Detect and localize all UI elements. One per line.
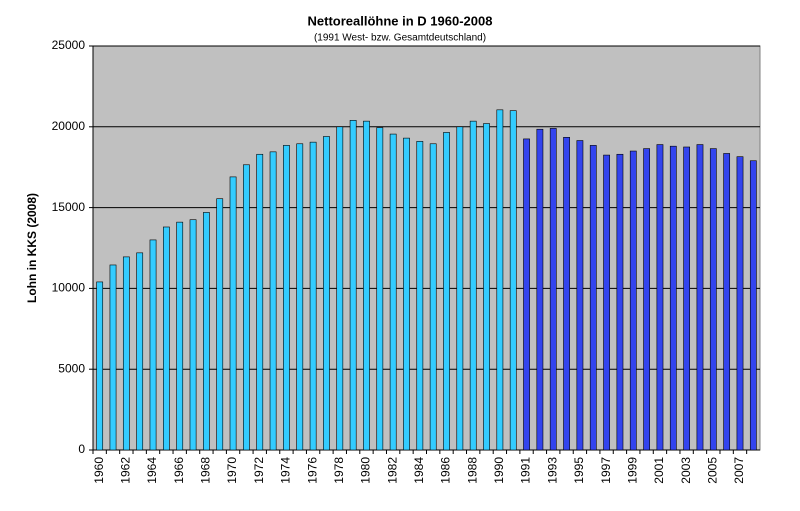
- x-tick-label: 1974: [279, 457, 293, 484]
- bar: [403, 137, 410, 451]
- x-tick-label: 2005: [705, 457, 719, 484]
- x-tick-label: 1966: [172, 457, 186, 484]
- bar: [469, 120, 477, 451]
- bar: [323, 136, 330, 451]
- bar: [309, 141, 317, 451]
- bar: [669, 145, 677, 451]
- x-tick-label: 1962: [119, 457, 133, 484]
- bar: [749, 160, 757, 451]
- x-tick-label: 1986: [439, 457, 453, 484]
- x-tick-label: 1997: [599, 457, 613, 484]
- y-tick-label: 15000: [52, 200, 86, 214]
- bar: [523, 138, 530, 451]
- y-tick-label: 0: [78, 442, 85, 456]
- bar: [656, 144, 664, 451]
- bar: [576, 140, 584, 451]
- bar: [296, 143, 304, 451]
- bar: [176, 221, 184, 451]
- x-tick-label: 1982: [385, 457, 399, 484]
- bar: [203, 212, 210, 451]
- bar: [603, 154, 610, 451]
- bar: [563, 137, 570, 451]
- bar: [229, 176, 237, 451]
- x-tick-label: 1976: [305, 457, 319, 484]
- x-tick-label: 1991: [519, 457, 533, 484]
- chart-title: Nettoreallöhne in D 1960-2008: [308, 13, 493, 28]
- bar: [269, 151, 277, 451]
- y-axis-label: Lohn in KKS (2008): [25, 193, 39, 303]
- y-tick-label: 5000: [58, 361, 85, 375]
- x-tick-label: 1972: [252, 457, 266, 484]
- bar: [723, 153, 731, 451]
- y-tick-label: 25000: [52, 38, 86, 52]
- bar: [629, 150, 637, 451]
- x-tick-label: 1964: [145, 457, 159, 484]
- x-tick-label: 1999: [625, 457, 639, 484]
- x-tick-label: 1984: [412, 457, 426, 484]
- bar: [536, 128, 544, 451]
- bar: [243, 164, 250, 451]
- bar: [96, 281, 104, 451]
- bar: [389, 133, 397, 451]
- bar: [136, 252, 144, 451]
- bar: [483, 123, 490, 451]
- bar: [643, 148, 650, 451]
- x-tick-label: 1993: [545, 457, 559, 484]
- bar: [149, 239, 157, 451]
- x-tick-label: 2003: [679, 457, 693, 484]
- bar: [416, 141, 424, 451]
- bar: [456, 126, 464, 451]
- bar: [336, 126, 344, 451]
- bar: [216, 198, 224, 451]
- bar: [109, 264, 117, 451]
- bar: [189, 219, 197, 451]
- x-tick-label: 1978: [332, 457, 346, 484]
- bar: [589, 145, 597, 451]
- bar: [496, 109, 504, 451]
- bar: [349, 120, 357, 451]
- bar: [616, 153, 624, 451]
- bar: [122, 256, 130, 451]
- x-tick-label: 2007: [732, 457, 746, 484]
- x-tick-label: 1988: [465, 457, 479, 484]
- x-tick-label: 1980: [359, 457, 373, 484]
- bar: [683, 146, 690, 451]
- chart-subtitle: (1991 West- bzw. Gesamtdeutschland): [314, 33, 486, 44]
- bar: [256, 153, 264, 451]
- bar: [443, 132, 450, 451]
- bar: [363, 120, 370, 451]
- bar: [696, 144, 704, 451]
- bar: [549, 128, 557, 451]
- x-tick-label: 1990: [492, 457, 506, 484]
- bar: [709, 148, 717, 451]
- x-tick-label: 1960: [92, 457, 106, 484]
- bar: [736, 156, 744, 451]
- x-tick-label: 1968: [199, 457, 213, 484]
- bar: [429, 143, 437, 451]
- bar: [376, 127, 384, 451]
- bar: [163, 226, 170, 451]
- y-tick-label: 20000: [52, 119, 86, 133]
- bar: [283, 145, 290, 451]
- x-tick-label: 2001: [652, 457, 666, 484]
- bar: [509, 110, 517, 451]
- y-tick-label: 10000: [52, 281, 86, 295]
- x-tick-label: 1970: [225, 457, 239, 484]
- x-tick-label: 1995: [572, 457, 586, 484]
